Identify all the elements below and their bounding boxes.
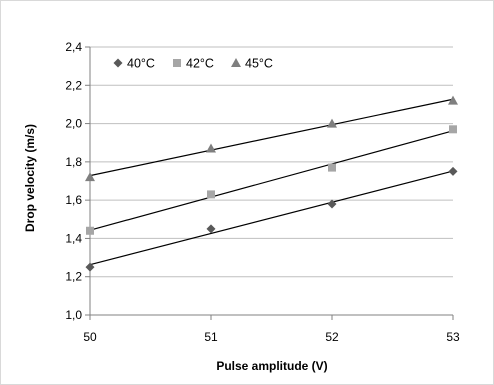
data-point-series-0 [85,262,95,272]
data-point-series-1 [328,163,336,172]
data-point-series-2 [327,118,337,128]
data-point-series-2 [85,172,95,182]
x-tick-label: 53 [446,330,460,344]
data-point-series-0 [206,224,216,234]
data-point-series-2 [206,143,216,153]
legend-marker-2 [231,58,241,67]
data-points [85,95,458,272]
data-point-series-0 [448,166,458,176]
trendline-series-1 [89,130,454,231]
data-point-series-1 [449,125,457,134]
trendline-series-2 [89,98,454,177]
trendlines [89,98,454,266]
trendline-series-0 [89,170,454,266]
data-point-series-0 [327,199,337,209]
x-tick-label: 51 [204,330,218,344]
y-tick-label: 1,4 [65,231,82,245]
x-tick-label: 50 [83,330,97,344]
y-tick-label: 1,0 [65,308,82,322]
y-tick-label: 2,2 [65,78,82,92]
x-tick-label: 52 [325,330,339,344]
legend-marker-0 [113,58,123,68]
y-tick-label: 1,6 [65,193,82,207]
legend: 40°C 42°C 45°C [113,57,273,71]
y-tick-label: 2,0 [65,117,82,131]
x-axis-title: Pulse amplitude (V) [216,359,327,373]
y-tick-label: 1,2 [65,270,82,284]
y-tick-label: 2,4 [65,40,82,54]
grid-lines [85,46,454,320]
data-point-series-1 [86,226,94,235]
legend-entry-1: 42°C [186,57,214,71]
y-axis-title: Drop velocity (m/s) [23,124,37,232]
y-tick-labels: 1,0 1,2 1,4 1,6 1,8 2,0 2,2 2,4 [65,40,82,322]
data-point-series-2 [448,95,458,105]
x-tick-labels: 50 51 52 53 [83,330,460,344]
legend-entry-0: 40°C [127,57,155,71]
y-tick-label: 1,8 [65,155,82,169]
legend-marker-1 [173,59,181,67]
legend-entry-2: 45°C [245,57,273,71]
data-point-series-1 [207,190,215,199]
